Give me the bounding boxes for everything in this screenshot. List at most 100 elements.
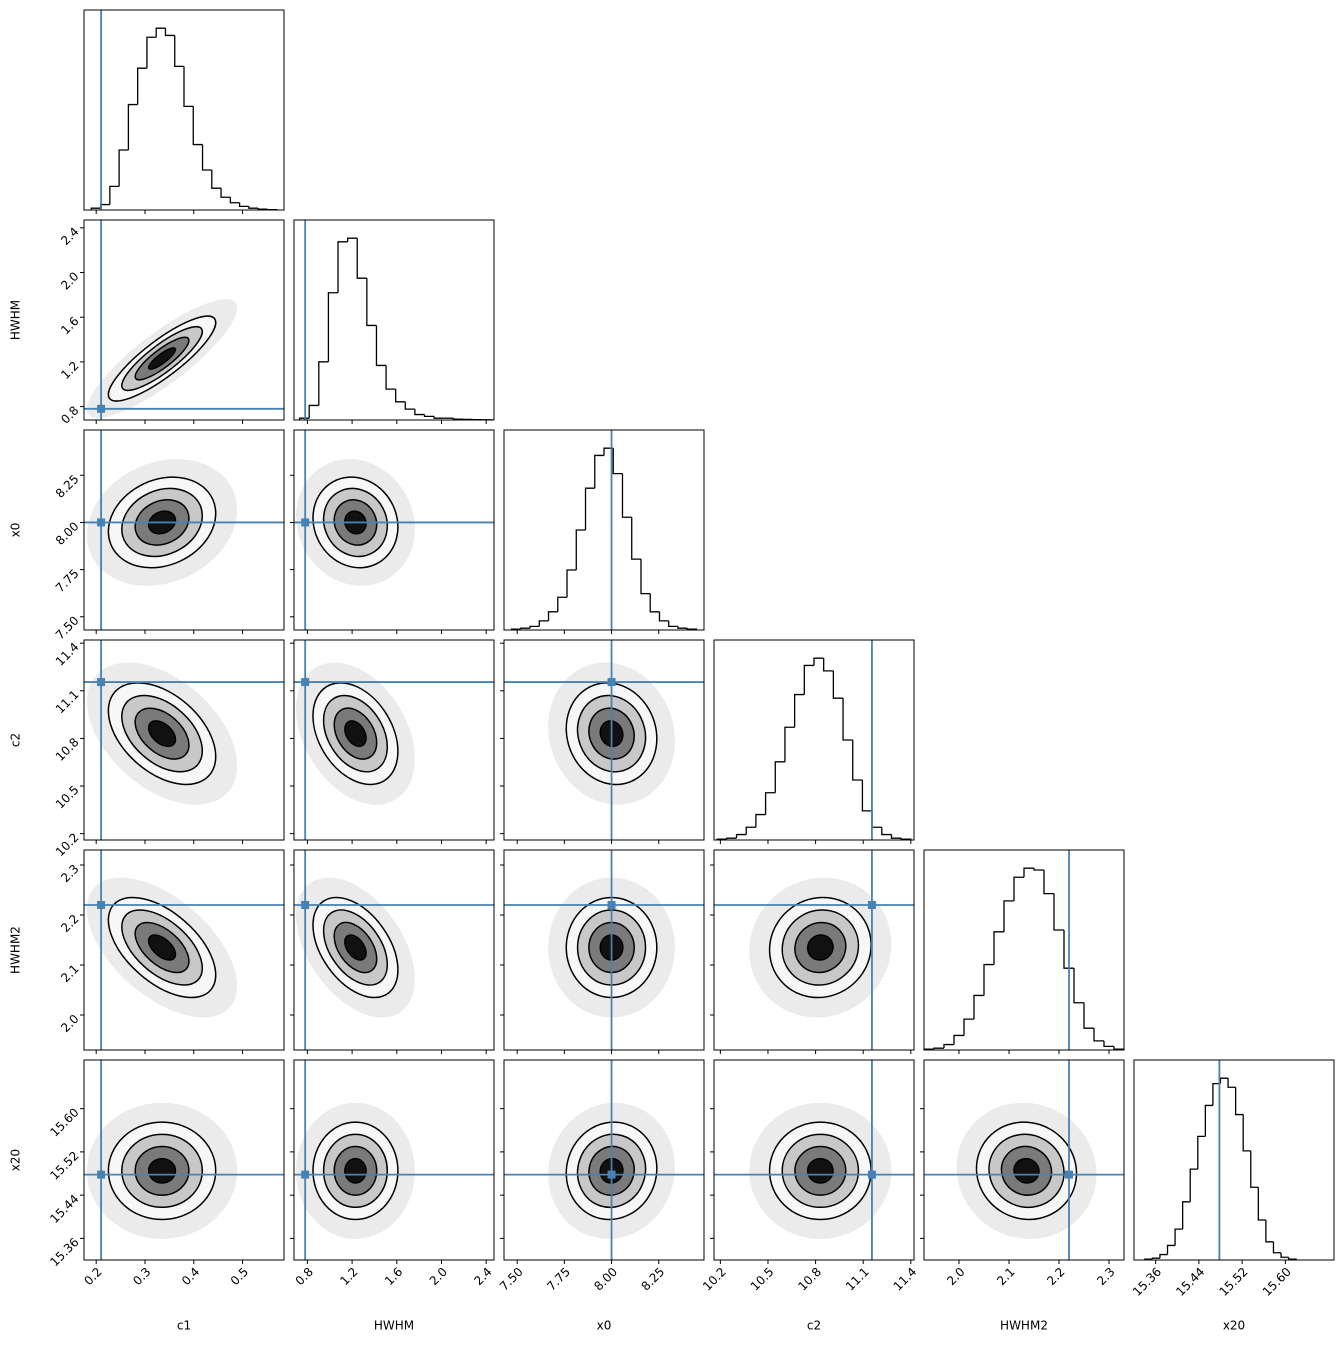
histogram-bin	[319, 362, 329, 406]
x-tick-label: 2.1	[994, 1265, 1017, 1288]
histogram-bin	[138, 68, 147, 104]
panel-frame	[504, 430, 704, 630]
y-tick-label: 8.25	[53, 472, 82, 501]
histogram-bin	[1084, 1003, 1094, 1028]
histogram-bin	[1168, 1245, 1176, 1254]
density-contour	[149, 1159, 176, 1183]
histogram-bin	[974, 995, 984, 1019]
truth-marker	[97, 1171, 105, 1179]
panel	[294, 1060, 494, 1260]
x-axis-label: c2	[807, 1319, 821, 1333]
histogram-bin	[558, 597, 567, 612]
panel	[60, 635, 284, 840]
panel	[73, 220, 284, 435]
histogram-bin	[595, 455, 604, 488]
histogram-bin	[737, 835, 747, 839]
truth-marker	[608, 901, 616, 909]
histogram-bin	[622, 474, 631, 518]
y-tick-label: 0.8	[58, 403, 81, 426]
histogram-bin	[766, 793, 776, 815]
histogram-bin	[785, 727, 795, 762]
histogram-bin	[994, 932, 1004, 965]
histogram-bin	[964, 1019, 974, 1035]
histogram-bin	[1152, 1258, 1160, 1259]
truth-marker	[608, 1171, 616, 1179]
histogram-bin	[934, 1048, 944, 1049]
y-tick-label: 2.0	[58, 1012, 81, 1035]
histogram-bin	[727, 838, 737, 839]
histogram-bin	[1220, 1078, 1228, 1083]
histogram-bin	[1205, 1105, 1213, 1136]
panel	[271, 640, 494, 840]
histogram-bin	[872, 811, 882, 827]
histogram-bin	[338, 242, 348, 293]
y-tick-label: 10.2	[53, 830, 82, 859]
density-contour	[808, 1159, 833, 1183]
histogram-bin	[396, 389, 406, 402]
histogram-bin	[386, 365, 396, 389]
histogram-bin	[376, 325, 386, 365]
x-tick-label: 15.36	[1130, 1265, 1164, 1299]
histogram-bin	[891, 835, 901, 839]
y-tick-label: 2.2	[58, 912, 81, 935]
histogram-bin	[944, 1045, 954, 1049]
histogram-bin	[824, 658, 834, 671]
panel	[714, 849, 919, 1050]
histogram-bin	[101, 205, 110, 209]
x-tick-label: 8.25	[639, 1265, 668, 1294]
x-tick-label: 11.4	[891, 1265, 920, 1294]
histogram-bin	[156, 28, 165, 37]
x-tick-label: 15.60	[1260, 1265, 1294, 1299]
histogram-bin	[367, 278, 377, 325]
truth-marker	[97, 678, 105, 686]
x-tick-label: 2.3	[1094, 1265, 1117, 1288]
histogram-bin	[984, 965, 994, 996]
x-tick-label: 7.50	[497, 1265, 526, 1294]
histogram-bin	[576, 530, 585, 570]
truth-marker	[301, 901, 309, 909]
x-tick-label: 2.4	[471, 1265, 494, 1288]
y-tick-label: 7.75	[53, 566, 82, 595]
panel-frame	[294, 220, 494, 420]
truth-marker	[301, 1171, 309, 1179]
panel	[66, 430, 284, 630]
y-axis-label: x0	[9, 523, 23, 538]
y-axis-label: c2	[9, 733, 23, 747]
histogram-bin	[1034, 868, 1044, 870]
histogram-bin	[775, 762, 785, 793]
y-tick-label: 15.36	[47, 1235, 81, 1269]
histogram-bin	[405, 402, 415, 409]
histogram-bin	[348, 238, 358, 242]
histogram-bin	[669, 621, 678, 626]
y-tick-label: 2.1	[58, 962, 81, 985]
histogram-bin	[1281, 1253, 1289, 1258]
panel	[504, 850, 704, 1050]
panel	[504, 640, 704, 840]
truth-marker	[868, 901, 876, 909]
histogram-bin	[1044, 870, 1054, 894]
panel	[504, 1060, 704, 1260]
histogram-bin	[862, 780, 872, 811]
panel	[717, 640, 911, 840]
histogram-bin	[221, 188, 230, 197]
histogram-bin	[328, 293, 338, 362]
panel	[84, 1060, 284, 1260]
histogram-bin	[659, 612, 668, 621]
histogram-bin	[1024, 868, 1034, 877]
truth-marker	[97, 405, 105, 413]
histogram-bin	[746, 827, 756, 834]
x-tick-label: 15.52	[1217, 1265, 1251, 1299]
y-tick-label: 2.0	[58, 269, 81, 292]
x-axis-label: HWHM2	[1000, 1319, 1048, 1333]
x-tick-label: 10.2	[700, 1265, 729, 1294]
histogram-bin	[1228, 1078, 1236, 1087]
panel	[272, 850, 494, 1050]
y-tick-label: 1.6	[58, 314, 81, 337]
histogram-bin	[804, 665, 814, 694]
histogram-bin	[175, 35, 184, 66]
truth-marker	[301, 518, 309, 526]
panel	[714, 1060, 914, 1260]
histogram-bin	[1104, 1041, 1114, 1046]
y-axis-label: x20	[9, 1149, 23, 1171]
y-tick-label: 10.8	[53, 735, 82, 764]
